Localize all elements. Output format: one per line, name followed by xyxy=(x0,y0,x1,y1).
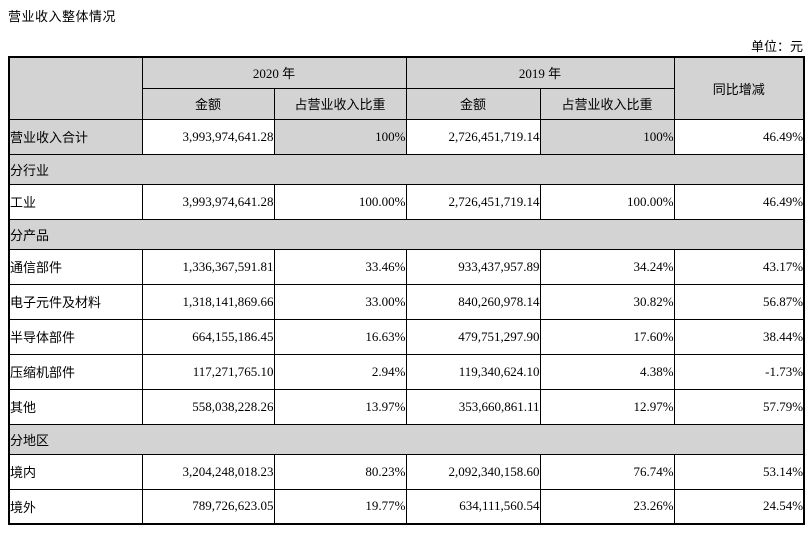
section-row-by-industry: 分行业 xyxy=(8,153,805,185)
pct-2020: 33.46% xyxy=(273,248,407,285)
pct-2019: 30.82% xyxy=(539,283,675,320)
header-amount-2020: 金额 xyxy=(141,87,275,120)
amount-2019: 933,437,957.89 xyxy=(405,248,541,285)
amount-2019: 479,751,297.90 xyxy=(405,318,541,355)
amount-2020: 558,038,228.26 xyxy=(141,388,275,425)
yoy-change: 46.49% xyxy=(673,118,805,155)
table-row-electronic-components: 电子元件及材料 1,318,141,869.66 33.00% 840,260,… xyxy=(8,283,805,320)
row-label: 营业收入合计 xyxy=(8,118,143,155)
yoy-change: 57.79% xyxy=(673,388,805,425)
pct-2019: 100.00% xyxy=(539,183,675,220)
section-row-by-region: 分地区 xyxy=(8,423,805,455)
section-label: 分行业 xyxy=(8,153,805,185)
row-label: 通信部件 xyxy=(8,248,143,285)
header-empty-cell xyxy=(8,56,143,120)
amount-2019: 353,660,861.11 xyxy=(405,388,541,425)
yoy-change: -1.73% xyxy=(673,353,805,390)
row-label: 工业 xyxy=(8,183,143,220)
pct-2020: 16.63% xyxy=(273,318,407,355)
section-label: 分产品 xyxy=(8,218,805,250)
header-year-2020: 2020 年 xyxy=(141,56,407,89)
pct-2020: 80.23% xyxy=(273,453,407,490)
pct-2019: 23.26% xyxy=(539,488,675,525)
pct-2020: 19.77% xyxy=(273,488,407,525)
amount-2019: 634,111,560.54 xyxy=(405,488,541,525)
table-row-semiconductor-parts: 半导体部件 664,155,186.45 16.63% 479,751,297.… xyxy=(8,318,805,355)
amount-2020: 117,271,765.10 xyxy=(141,353,275,390)
table-row-communication-parts: 通信部件 1,336,367,591.81 33.46% 933,437,957… xyxy=(8,248,805,285)
yoy-change: 24.54% xyxy=(673,488,805,525)
page-title: 营业收入整体情况 xyxy=(8,9,117,24)
revenue-table: 2020 年 2019 年 同比增减 金额 占营业收入比重 金额 占营业收入比重… xyxy=(8,56,806,525)
header-row-years: 2020 年 2019 年 同比增减 xyxy=(8,56,805,120)
amount-2020: 3,993,974,641.28 xyxy=(141,118,275,155)
table-row-industry: 工业 3,993,974,641.28 100.00% 2,726,451,71… xyxy=(8,183,805,220)
section-label: 分地区 xyxy=(8,423,805,455)
yoy-change: 38.44% xyxy=(673,318,805,355)
amount-2019: 2,726,451,719.14 xyxy=(405,183,541,220)
pct-2019: 12.97% xyxy=(539,388,675,425)
unit-label: 单位：元 xyxy=(750,39,803,54)
table-row-domestic: 境内 3,204,248,018.23 80.23% 2,092,340,158… xyxy=(8,453,805,490)
table-row-total-revenue: 营业收入合计 3,993,974,641.28 100% 2,726,451,7… xyxy=(8,118,805,155)
pct-2019: 34.24% xyxy=(539,248,675,285)
table-row-overseas: 境外 789,726,623.05 19.77% 634,111,560.54 … xyxy=(8,488,805,525)
amount-2020: 3,993,974,641.28 xyxy=(141,183,275,220)
yoy-change: 56.87% xyxy=(673,283,805,320)
header-pct-2019: 占营业收入比重 xyxy=(539,87,675,120)
pct-2020: 100.00% xyxy=(273,183,407,220)
header-yoy-change: 同比增减 xyxy=(673,56,805,120)
header-year-2019: 2019 年 xyxy=(405,56,675,89)
header-row-measures: 金额 占营业收入比重 金额 占营业收入比重 xyxy=(9,87,804,120)
row-label: 压缩机部件 xyxy=(8,353,143,390)
amount-2020: 664,155,186.45 xyxy=(141,318,275,355)
amount-2020: 789,726,623.05 xyxy=(141,488,275,525)
pct-2019: 17.60% xyxy=(539,318,675,355)
row-label: 境外 xyxy=(8,488,143,525)
pct-2020: 2.94% xyxy=(273,353,407,390)
amount-2019: 2,726,451,719.14 xyxy=(405,118,541,155)
header-pct-2020: 占营业收入比重 xyxy=(273,87,407,120)
yoy-change: 46.49% xyxy=(673,183,805,220)
pct-2019: 76.74% xyxy=(539,453,675,490)
row-label: 境内 xyxy=(8,453,143,490)
pct-2019: 100% xyxy=(539,118,675,155)
amount-2019: 119,340,624.10 xyxy=(405,353,541,390)
pct-2020: 33.00% xyxy=(273,283,407,320)
pct-2020: 100% xyxy=(273,118,407,155)
row-label: 半导体部件 xyxy=(8,318,143,355)
row-label: 其他 xyxy=(8,388,143,425)
pct-2020: 13.97% xyxy=(273,388,407,425)
section-row-by-product: 分产品 xyxy=(8,218,805,250)
table-row-others: 其他 558,038,228.26 13.97% 353,660,861.11 … xyxy=(8,388,805,425)
amount-2020: 1,318,141,869.66 xyxy=(141,283,275,320)
pct-2019: 4.38% xyxy=(539,353,675,390)
amount-2020: 1,336,367,591.81 xyxy=(141,248,275,285)
row-label: 电子元件及材料 xyxy=(8,283,143,320)
yoy-change: 43.17% xyxy=(673,248,805,285)
yoy-change: 53.14% xyxy=(673,453,805,490)
amount-2020: 3,204,248,018.23 xyxy=(141,453,275,490)
header-amount-2019: 金额 xyxy=(405,87,541,120)
amount-2019: 2,092,340,158.60 xyxy=(405,453,541,490)
table-row-compressor-parts: 压缩机部件 117,271,765.10 2.94% 119,340,624.1… xyxy=(8,353,805,390)
amount-2019: 840,260,978.14 xyxy=(405,283,541,320)
